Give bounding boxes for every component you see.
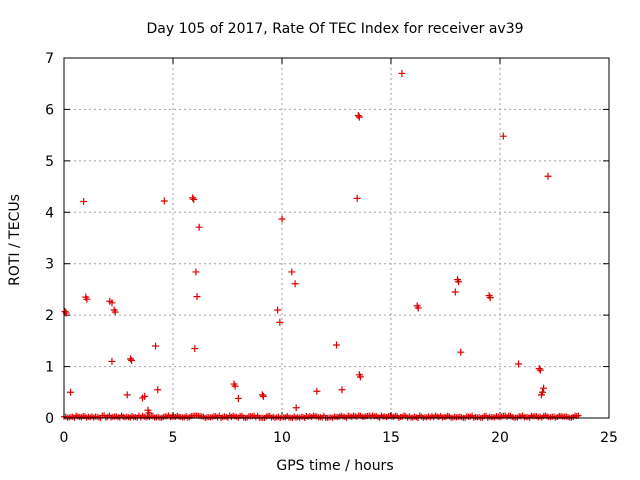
data-point [195, 223, 203, 231]
data-point [353, 194, 361, 202]
data-point [274, 306, 282, 314]
data-point [398, 69, 406, 77]
plot-frame [63, 57, 610, 419]
y-axis-label: ROTI / TECUs [7, 194, 23, 286]
x-tick-label: 20 [491, 430, 509, 446]
x-tick-label: 10 [273, 430, 291, 446]
data-point [61, 308, 69, 316]
data-point [152, 342, 160, 350]
data-point [355, 113, 363, 121]
data-point [108, 299, 116, 307]
data-point [539, 388, 547, 396]
data-point [288, 268, 296, 276]
data-point [128, 356, 136, 364]
data-point [108, 357, 116, 365]
data-point [278, 215, 286, 223]
y-tick-label: 7 [45, 51, 54, 67]
y-tick-labels: 0 1 2 3 4 5 6 7 [45, 51, 54, 427]
y-tick-label: 0 [45, 411, 54, 427]
data-point [111, 308, 119, 316]
data-point [338, 386, 346, 394]
data-points [61, 69, 582, 421]
x-tick-label: 0 [60, 430, 69, 446]
data-point [291, 280, 299, 288]
data-point [83, 295, 91, 303]
data-point [192, 268, 200, 276]
data-point [333, 341, 340, 349]
x-tick-label: 25 [600, 430, 618, 446]
data-point [141, 392, 149, 400]
x-axis-label: GPS time / hours [276, 458, 393, 474]
data-point [354, 112, 362, 120]
y-tick-label: 5 [45, 154, 54, 170]
y-tick-label: 1 [45, 360, 54, 376]
data-point [356, 373, 364, 381]
data-point [123, 391, 131, 399]
data-point [457, 348, 465, 356]
data-point [80, 197, 88, 205]
data-point [515, 360, 523, 368]
x-tick-labels: 0 5 10 15 20 25 [60, 430, 618, 446]
data-point [231, 382, 239, 390]
data-point [455, 278, 463, 286]
data-point [190, 195, 198, 203]
data-point [145, 409, 153, 417]
data-point [191, 345, 199, 353]
data-point [499, 132, 507, 140]
data-point [313, 387, 321, 395]
data-point [259, 392, 267, 400]
x-tick-label: 5 [169, 430, 178, 446]
data-point [535, 365, 543, 373]
data-point [258, 391, 266, 399]
data-point [154, 386, 162, 394]
data-point [292, 404, 300, 412]
data-point [536, 366, 544, 374]
axis-ticks [63, 57, 610, 419]
chart-title: Day 105 of 2017, Rate Of TEC Index for r… [146, 21, 523, 37]
x-tick-label: 15 [382, 430, 400, 446]
data-point [414, 304, 422, 312]
data-point [451, 288, 459, 296]
data-point [126, 355, 134, 363]
data-point [160, 197, 168, 205]
data-point [67, 388, 75, 396]
data-point [544, 172, 552, 180]
data-point [189, 194, 197, 202]
grid-lines [64, 58, 609, 418]
data-point [234, 394, 242, 402]
data-point [193, 293, 201, 301]
y-tick-label: 3 [45, 257, 54, 273]
y-tick-label: 6 [45, 102, 54, 118]
data-point [276, 318, 284, 326]
y-tick-label: 2 [45, 308, 54, 324]
data-point [540, 384, 548, 392]
y-tick-label: 4 [45, 205, 54, 221]
data-point [486, 294, 494, 302]
